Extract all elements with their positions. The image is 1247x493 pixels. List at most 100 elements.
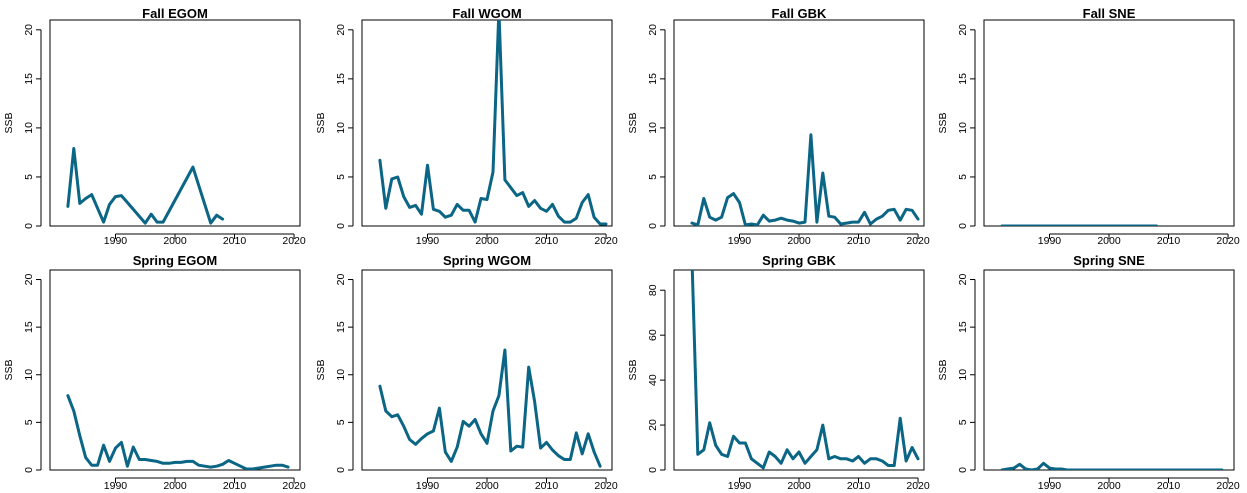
y-tick-label: 0: [647, 467, 659, 473]
y-tick-label: 5: [957, 174, 969, 180]
panel-title: Fall GBK: [772, 6, 828, 21]
x-tick-label: 1990: [728, 235, 752, 247]
y-tick-label: 15: [23, 73, 35, 85]
y-tick-label: 20: [957, 274, 969, 286]
panel-title: Spring SNE: [1073, 253, 1145, 268]
plot-frame: [49, 19, 301, 227]
x-tick-label: 2010: [847, 480, 871, 492]
y-tick-label: 10: [957, 369, 969, 381]
x-tick-label: 2020: [282, 235, 306, 247]
y-tick-label: 5: [23, 419, 35, 425]
x-tick-label: 2020: [906, 235, 930, 247]
panel-fall-sne: Fall SNE SSB 0 5 10 15 20 1990 2000 2010 2020: [937, 6, 1240, 247]
x-tick-label: 2020: [1216, 235, 1240, 247]
x-tick-label: 2010: [1157, 480, 1181, 492]
panel-fall-egom: Fall EGOM SSB 0 5 10 15 20 1990 2000 2010 2020: [3, 6, 306, 247]
x-tick-label: 2010: [223, 480, 247, 492]
x-tick-label: 1990: [1038, 480, 1062, 492]
y-tick-label: 0: [23, 467, 35, 473]
y-axis-label: SSB: [627, 359, 639, 380]
y-tick-label: 5: [335, 174, 347, 180]
x-tick-label: 1990: [1038, 235, 1062, 247]
y-tick-label: 15: [957, 73, 969, 85]
y-tick-label: 0: [957, 223, 969, 229]
y-tick-label: 20: [335, 24, 347, 36]
series-line: [66, 147, 225, 225]
panel-spring-wgom: Spring WGOM SSB 0 5 10 15 20 1990 2000 2010 2020: [315, 253, 618, 492]
y-tick-label: 5: [23, 174, 35, 180]
panel-title: Fall WGOM: [452, 6, 521, 21]
panel-fall-wgom: Fall WGOM SSB 0 5 10 15 20 1990 2000 2010 2020: [315, 6, 618, 247]
y-tick-label: 15: [335, 73, 347, 85]
panel-title: Fall SNE: [1083, 6, 1136, 21]
series-line: [690, 133, 920, 226]
x-tick-label: 2020: [282, 480, 306, 492]
x-tick-label: 1990: [416, 235, 440, 247]
x-tick-label: 2020: [594, 480, 618, 492]
y-tick-label: 10: [335, 369, 347, 381]
y-tick-label: 40: [647, 374, 659, 386]
y-tick-label: 20: [23, 24, 35, 36]
plot-frame: [361, 19, 613, 227]
x-tick-label: 1990: [728, 480, 752, 492]
y-axis-label: SSB: [315, 112, 327, 133]
x-tick-label: 2020: [594, 235, 618, 247]
x-tick-label: 2010: [535, 235, 559, 247]
y-tick-label: 5: [957, 419, 969, 425]
panel-title: Spring WGOM: [443, 253, 531, 268]
y-tick-label: 10: [957, 122, 969, 134]
x-tick-label: 2010: [535, 480, 559, 492]
plot-frame: [673, 269, 925, 471]
panel-fall-gbk: Fall GBK SSB 0 5 10 15 20 1990 2000 2010 2020: [627, 6, 930, 247]
y-tick-label: 5: [335, 419, 347, 425]
x-tick-label: 2000: [475, 480, 499, 492]
x-tick-label: 2000: [163, 480, 187, 492]
y-tick-label: 5: [647, 174, 659, 180]
y-tick-label: 10: [647, 122, 659, 134]
y-tick-label: 0: [23, 223, 35, 229]
series-line: [378, 348, 602, 468]
y-tick-label: 20: [335, 274, 347, 286]
y-tick-label: 20: [647, 24, 659, 36]
y-axis-label: SSB: [937, 112, 949, 133]
panel-title: Fall EGOM: [142, 6, 208, 21]
y-tick-label: 0: [335, 467, 347, 473]
series-line: [378, 20, 608, 226]
x-tick-label: 2000: [1097, 235, 1121, 247]
x-tick-label: 2010: [1157, 235, 1181, 247]
y-axis-label: SSB: [627, 112, 639, 133]
series-line: [1000, 461, 1224, 470]
panel-title: Spring GBK: [762, 253, 836, 268]
y-tick-label: 15: [335, 321, 347, 333]
plot-frame: [983, 19, 1235, 227]
y-tick-label: 15: [647, 73, 659, 85]
x-tick-label: 2000: [475, 235, 499, 247]
y-axis-label: SSB: [937, 359, 949, 380]
plot-frame: [49, 269, 301, 471]
y-tick-label: 0: [335, 223, 347, 229]
panel-spring-sne: Spring SNE SSB 0 5 10 15 20 1990 2000 2010 2020: [937, 253, 1240, 492]
y-tick-label: 80: [647, 284, 659, 296]
y-axis-label: SSB: [3, 359, 15, 380]
series-line: [66, 394, 290, 470]
x-tick-label: 2000: [163, 235, 187, 247]
x-tick-label: 2000: [1097, 480, 1121, 492]
plot-frame: [361, 269, 613, 471]
panel-spring-egom: Spring EGOM SSB 0 5 10 15 20 1990 2000 2010 2020: [3, 253, 306, 492]
y-tick-label: 10: [23, 369, 35, 381]
y-axis-label: SSB: [315, 359, 327, 380]
plot-frame: [673, 19, 925, 227]
y-tick-label: 60: [647, 329, 659, 341]
x-tick-label: 2010: [223, 235, 247, 247]
x-tick-label: 2000: [787, 235, 811, 247]
plot-frame: [983, 269, 1235, 471]
y-axis-label: SSB: [3, 112, 15, 133]
x-tick-label: 1990: [416, 480, 440, 492]
y-tick-label: 15: [23, 321, 35, 333]
x-tick-label: 1990: [104, 480, 128, 492]
panel-spring-gbk: Spring GBK SSB 0 20 40 60 80 1990 2000 2010 2020: [627, 253, 930, 492]
panel-title: Spring EGOM: [133, 253, 218, 268]
series-line: [690, 270, 920, 470]
y-tick-label: 0: [647, 223, 659, 229]
y-tick-label: 10: [335, 122, 347, 134]
